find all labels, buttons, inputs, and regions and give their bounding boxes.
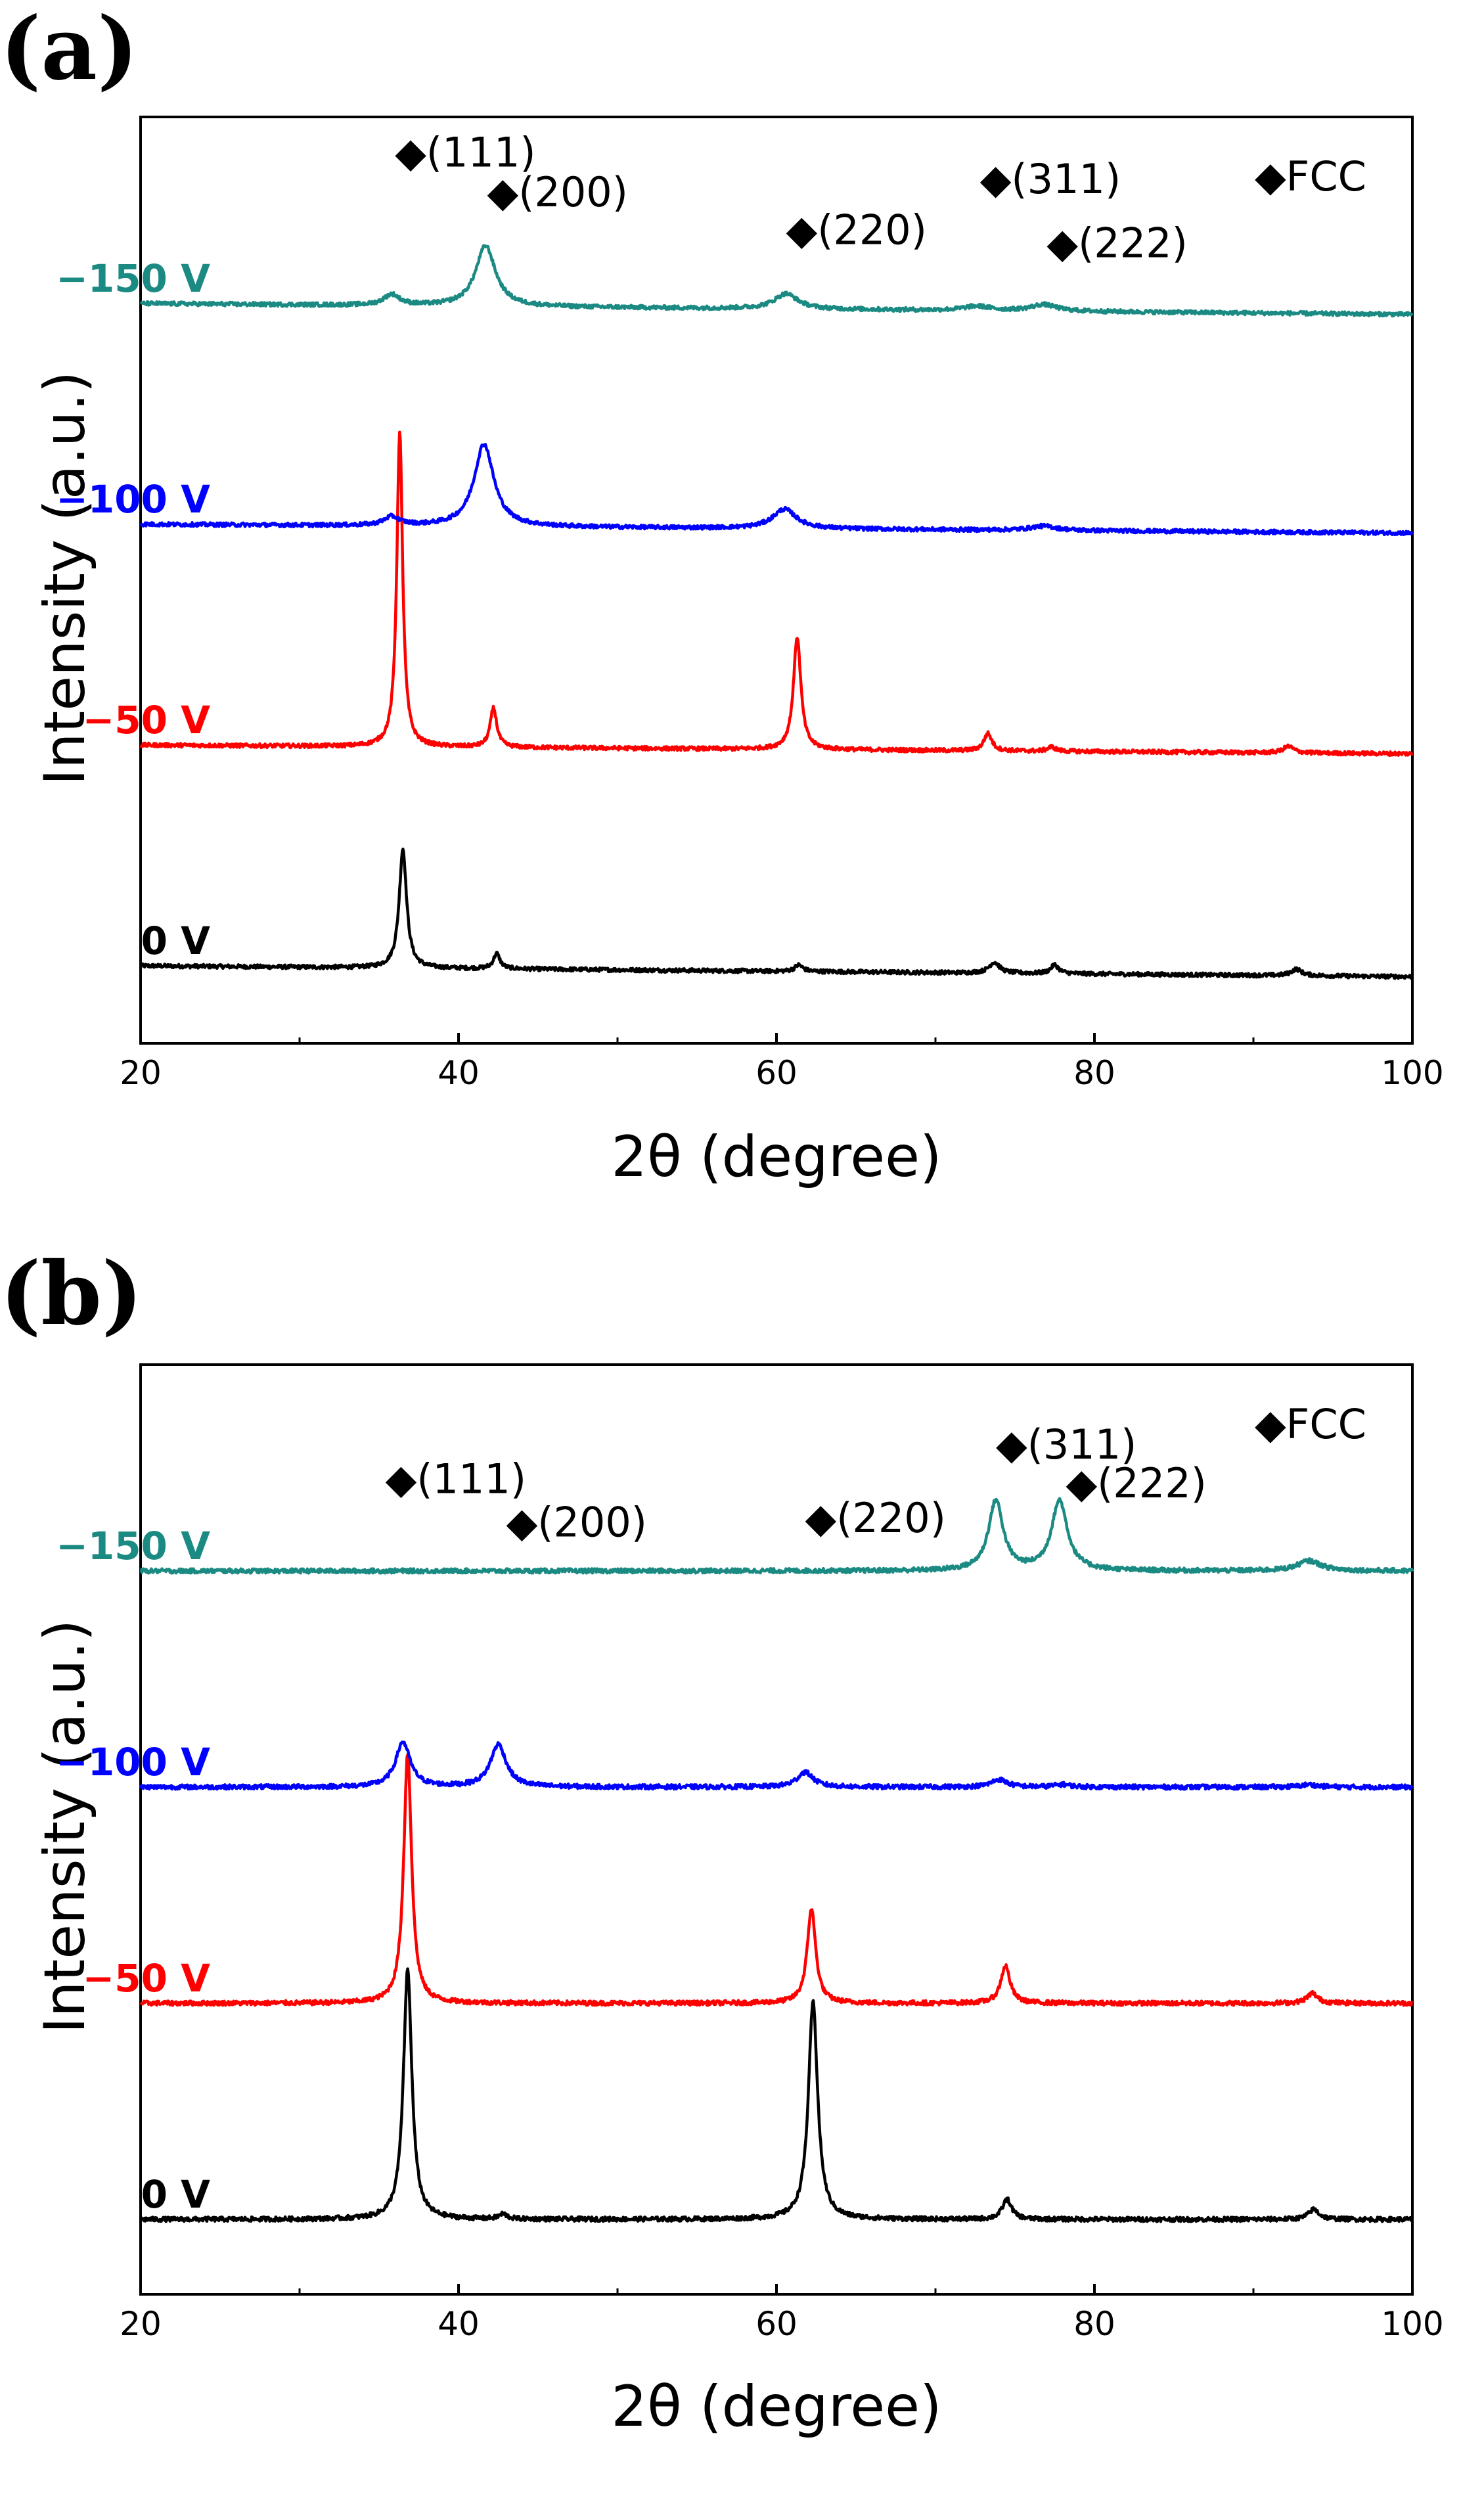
x-tick-label: 100 xyxy=(1381,1054,1443,1092)
x-tick-label: 100 xyxy=(1381,2305,1443,2343)
peak-label: ◆(200) xyxy=(487,168,628,216)
legend-fcc: ◆FCC xyxy=(1255,152,1366,200)
x-tick-label: 20 xyxy=(120,1054,162,1092)
series-label: −50 V xyxy=(83,1956,211,2001)
peak-label: ◆(220) xyxy=(786,206,927,254)
series-label: −100 V xyxy=(56,1740,210,1784)
peak-label: ◆(222) xyxy=(1046,219,1187,267)
x-tick-label: 80 xyxy=(1073,1054,1115,1092)
peak-label: ◆(200) xyxy=(506,1498,647,1546)
peak-label: ◆(311) xyxy=(996,1420,1136,1468)
peak-label: ◆(311) xyxy=(980,155,1121,203)
x-tick-label: 60 xyxy=(755,1054,798,1092)
series-line xyxy=(139,1753,1414,2007)
series-label: 0 V xyxy=(141,919,211,963)
series-line xyxy=(139,1740,1414,1791)
series-line xyxy=(139,1967,1414,2223)
chart-panel-b: (b) 20 40 60 80 100 2θ (degree) Intensity (a.u.… xyxy=(0,1243,1444,2440)
peak-label: ◆(111) xyxy=(386,1455,526,1503)
peak-label: ◆(220) xyxy=(805,1494,946,1542)
series-label: −50 V xyxy=(83,698,211,742)
x-tick-label: 60 xyxy=(755,2305,798,2343)
series-label: −150 V xyxy=(56,1524,210,1568)
x-axis-title: 2θ (degree) xyxy=(611,1124,941,1190)
series-line xyxy=(139,430,1414,758)
peak-label: ◆(111) xyxy=(395,129,535,177)
x-tick-label: 40 xyxy=(438,2305,480,2343)
series-line xyxy=(139,848,1414,980)
peak-label: ◆(222) xyxy=(1066,1459,1206,1507)
series-line xyxy=(139,244,1414,318)
series-label: −150 V xyxy=(56,256,210,301)
panel-label: (a) xyxy=(0,0,138,100)
series-label: −100 V xyxy=(56,477,210,522)
y-axis-title: Intensity (a.u.) xyxy=(32,1620,98,2034)
x-tick-label: 40 xyxy=(438,1054,480,1092)
legend-fcc: ◆FCC xyxy=(1255,1400,1366,1448)
x-tick-label: 20 xyxy=(120,2305,162,2343)
chart-panel-a: (a) 20 40 60 80 100 2θ (degree) Intensity (a.u.… xyxy=(0,0,1444,1190)
plot-frame xyxy=(139,116,1414,1045)
series-line xyxy=(139,443,1414,537)
y-axis-title: Intensity (a.u.) xyxy=(32,371,98,786)
x-tick-label: 80 xyxy=(1073,2305,1115,2343)
series-line xyxy=(139,1497,1414,1575)
series-label: 0 V xyxy=(141,2172,211,2217)
x-axis-title: 2θ (degree) xyxy=(611,2374,941,2440)
panel-label: (b) xyxy=(0,1243,143,1345)
plot-frame xyxy=(139,1363,1414,2296)
